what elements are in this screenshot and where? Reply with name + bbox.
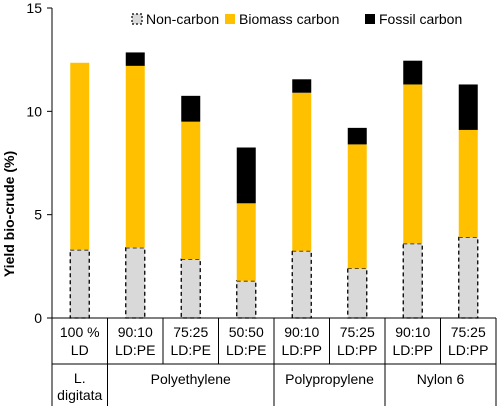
bar-segment-fossil-carbon — [292, 79, 312, 93]
category-label: LD:PP — [448, 342, 488, 358]
legend-swatch — [365, 14, 375, 24]
bar-segment-biomass-carbon — [125, 65, 145, 248]
bar-segment-biomass-carbon — [347, 144, 367, 269]
y-tick-label: 15 — [26, 0, 42, 16]
category-label: 100 % — [60, 324, 100, 340]
legend-swatch — [131, 13, 143, 25]
bar-segment-biomass-carbon — [236, 203, 256, 281]
category-label: 75:25 — [451, 324, 486, 340]
group-label: L. — [74, 370, 86, 386]
bar-segment-biomass-carbon — [292, 92, 312, 251]
bar-segment-non-carbon — [458, 236, 479, 319]
bar-segment-biomass-carbon — [70, 62, 90, 250]
category-label: LD:PE — [171, 342, 211, 358]
bar-segment-biomass-carbon — [403, 84, 423, 244]
bar-segment-non-carbon — [69, 249, 90, 319]
y-tick-label: 0 — [34, 310, 42, 326]
bar-segment-fossil-carbon — [236, 147, 256, 204]
category-label: 90:10 — [284, 324, 319, 340]
category-label: 75:25 — [173, 324, 208, 340]
bar-segment-non-carbon — [291, 250, 312, 319]
bar-segment-fossil-carbon — [181, 95, 201, 122]
x-axis-category-table: 100 % LD 90:10 LD:PE 75:25 LD:PE 50:50 LD:PE 90:… — [51, 317, 497, 406]
category-label: 75:25 — [340, 324, 375, 340]
group-label: Polyethylene — [151, 371, 231, 387]
category-label: LD:PE — [226, 342, 266, 358]
group-label: Nylon 6 — [417, 371, 465, 387]
legend-label: Fossil carbon — [379, 11, 462, 27]
y-tick-label: 5 — [34, 207, 42, 223]
bar-segment-biomass-carbon — [181, 121, 201, 260]
category-label: LD:PP — [393, 342, 433, 358]
group-label: Polypropylene — [285, 371, 374, 387]
bar-segment-non-carbon — [180, 258, 201, 319]
category-label: 90:10 — [118, 324, 153, 340]
y-axis: 0 5 10 15 — [26, 0, 53, 326]
category-label: 50:50 — [229, 324, 264, 340]
category-label: LD:PP — [337, 342, 377, 358]
legend-swatch — [225, 14, 235, 24]
bar-segment-non-carbon — [125, 247, 146, 319]
category-label: LD:PE — [115, 342, 155, 358]
category-label: LD:PP — [282, 342, 322, 358]
bars — [69, 52, 479, 319]
bar-segment-fossil-carbon — [458, 84, 478, 130]
y-axis-label: Yield bio-crude (%) — [1, 151, 17, 277]
bar-segment-fossil-carbon — [347, 127, 367, 145]
legend-label: Non-carbon — [146, 11, 219, 27]
category-label: LD — [71, 342, 89, 358]
category-label: 90:10 — [395, 324, 430, 340]
bar-segment-non-carbon — [402, 242, 423, 319]
bar-segment-biomass-carbon — [458, 129, 478, 238]
y-tick-label: 10 — [26, 103, 42, 119]
group-label: digitata — [57, 387, 102, 403]
legend-label: Biomass carbon — [239, 11, 339, 27]
bar-segment-non-carbon — [236, 280, 257, 319]
bar-segment-non-carbon — [347, 267, 368, 319]
legend: Non-carbon Biomass carbon Fossil carbon — [131, 11, 462, 27]
bar-segment-fossil-carbon — [403, 60, 423, 85]
bar-segment-fossil-carbon — [125, 52, 145, 66]
